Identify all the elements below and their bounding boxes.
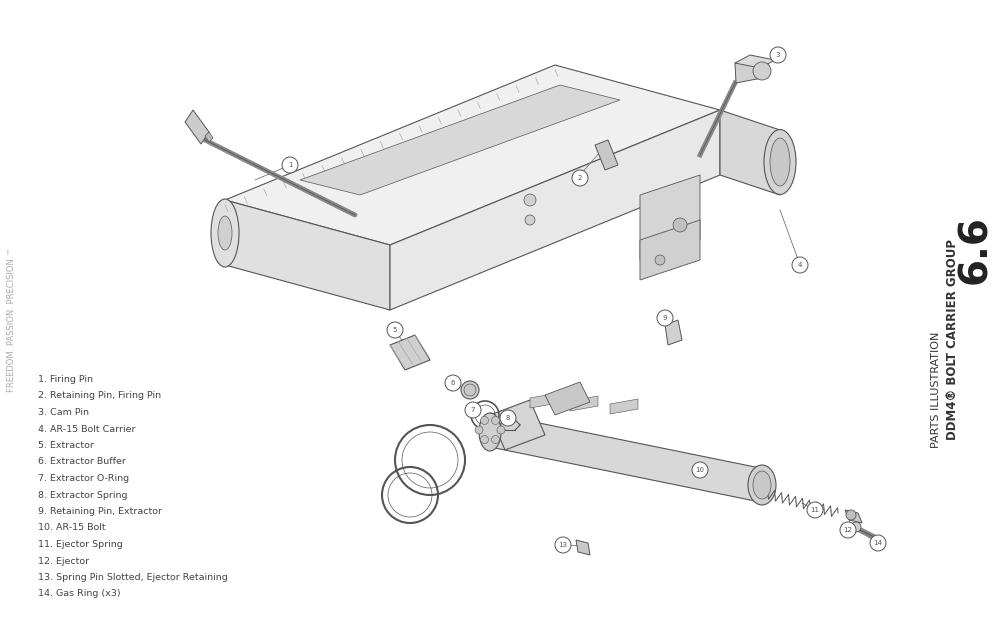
Text: PARTS ILLUSTRATION: PARTS ILLUSTRATION xyxy=(931,332,941,448)
Polygon shape xyxy=(640,175,700,260)
Polygon shape xyxy=(545,382,590,415)
Text: 1. Firing Pin: 1. Firing Pin xyxy=(38,375,93,384)
Circle shape xyxy=(792,257,808,273)
Polygon shape xyxy=(735,58,762,83)
Text: 10. AR-15 Bolt: 10. AR-15 Bolt xyxy=(38,523,106,532)
Ellipse shape xyxy=(851,522,861,532)
Circle shape xyxy=(692,462,708,478)
Ellipse shape xyxy=(764,130,796,194)
Circle shape xyxy=(475,426,483,434)
Text: 12: 12 xyxy=(844,527,853,533)
Polygon shape xyxy=(570,396,598,411)
Circle shape xyxy=(387,322,403,338)
Text: 14: 14 xyxy=(873,540,882,546)
Circle shape xyxy=(572,170,588,186)
Polygon shape xyxy=(576,540,590,555)
Text: 3: 3 xyxy=(776,52,780,58)
Ellipse shape xyxy=(211,199,239,267)
Text: 6.6: 6.6 xyxy=(956,215,994,284)
Polygon shape xyxy=(205,132,213,142)
Text: DDM4® BOLT CARRIER GROUP: DDM4® BOLT CARRIER GROUP xyxy=(945,240,958,440)
Polygon shape xyxy=(300,85,620,195)
Text: 11: 11 xyxy=(811,507,820,513)
Circle shape xyxy=(491,417,500,424)
Circle shape xyxy=(282,157,298,173)
Ellipse shape xyxy=(524,194,536,206)
Circle shape xyxy=(497,426,505,434)
Text: 10: 10 xyxy=(695,467,704,473)
Circle shape xyxy=(840,522,856,538)
Polygon shape xyxy=(390,110,720,310)
Polygon shape xyxy=(610,399,638,414)
Polygon shape xyxy=(490,413,760,502)
Text: 7: 7 xyxy=(471,407,475,413)
Circle shape xyxy=(500,410,516,426)
Text: 7. Extractor O-Ring: 7. Extractor O-Ring xyxy=(38,474,129,483)
Ellipse shape xyxy=(525,215,535,225)
Text: 12. Ejector: 12. Ejector xyxy=(38,557,89,566)
Text: 2: 2 xyxy=(578,175,583,181)
Text: 1: 1 xyxy=(288,162,292,168)
Ellipse shape xyxy=(461,381,479,399)
Text: 5: 5 xyxy=(392,327,397,333)
Text: 4. AR-15 Bolt Carrier: 4. AR-15 Bolt Carrier xyxy=(38,424,135,433)
Polygon shape xyxy=(665,320,682,345)
Circle shape xyxy=(807,502,823,518)
Circle shape xyxy=(480,436,488,443)
Polygon shape xyxy=(225,200,390,310)
Ellipse shape xyxy=(748,465,776,505)
Text: 9: 9 xyxy=(662,315,667,321)
Text: 3. Cam Pin: 3. Cam Pin xyxy=(38,408,89,417)
Text: 2. Retaining Pin, Firing Pin: 2. Retaining Pin, Firing Pin xyxy=(38,392,161,401)
Circle shape xyxy=(491,436,500,443)
Circle shape xyxy=(770,47,786,63)
Circle shape xyxy=(480,417,488,424)
Polygon shape xyxy=(845,510,862,523)
Ellipse shape xyxy=(753,62,771,80)
Ellipse shape xyxy=(479,413,501,451)
Polygon shape xyxy=(490,400,545,450)
Circle shape xyxy=(870,535,886,551)
Ellipse shape xyxy=(655,255,665,265)
Text: 14. Gas Ring (x3): 14. Gas Ring (x3) xyxy=(38,590,121,599)
Text: 8. Extractor Spring: 8. Extractor Spring xyxy=(38,491,127,500)
Polygon shape xyxy=(225,65,720,245)
Circle shape xyxy=(555,537,571,553)
Polygon shape xyxy=(720,110,780,195)
Ellipse shape xyxy=(218,216,232,250)
Text: 9. Retaining Pin, Extractor: 9. Retaining Pin, Extractor xyxy=(38,507,162,516)
Text: 11. Ejector Spring: 11. Ejector Spring xyxy=(38,540,123,549)
Ellipse shape xyxy=(753,471,771,499)
Text: 13. Spring Pin Slotted, Ejector Retaining: 13. Spring Pin Slotted, Ejector Retainin… xyxy=(38,573,228,582)
Text: 4: 4 xyxy=(798,262,802,268)
Text: 6: 6 xyxy=(451,380,455,386)
Polygon shape xyxy=(735,55,775,68)
Circle shape xyxy=(445,375,461,391)
Polygon shape xyxy=(640,220,700,280)
Polygon shape xyxy=(185,110,209,144)
Ellipse shape xyxy=(464,384,476,396)
Text: 8: 8 xyxy=(506,415,510,421)
Polygon shape xyxy=(595,140,618,170)
Text: FREEDOM. PASSION. PRECISION.™: FREEDOM. PASSION. PRECISION.™ xyxy=(8,247,17,392)
Text: 6. Extractor Buffer: 6. Extractor Buffer xyxy=(38,458,125,466)
Text: 5. Extractor: 5. Extractor xyxy=(38,441,94,450)
Ellipse shape xyxy=(673,218,687,232)
Circle shape xyxy=(465,402,481,418)
Circle shape xyxy=(657,310,673,326)
Text: 13: 13 xyxy=(559,542,568,548)
Ellipse shape xyxy=(846,510,856,520)
Polygon shape xyxy=(530,393,558,408)
Ellipse shape xyxy=(770,138,790,186)
Polygon shape xyxy=(390,335,430,370)
